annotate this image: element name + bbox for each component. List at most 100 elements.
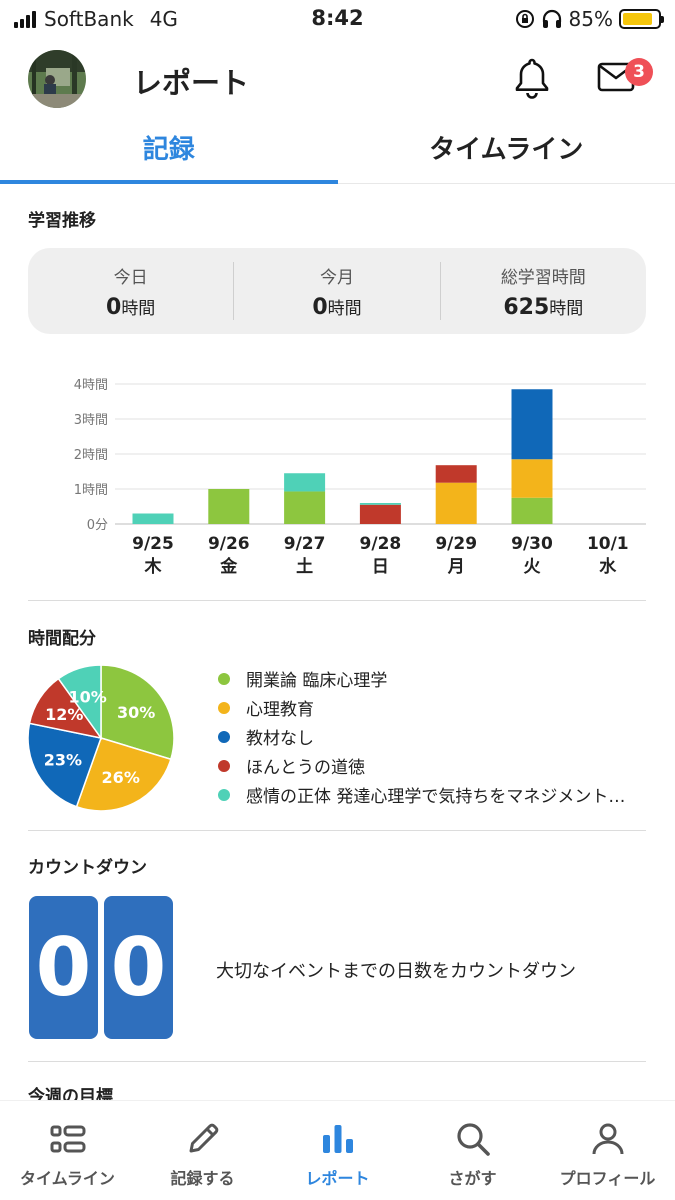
bar-segment (435, 465, 477, 483)
battery-percent: 85% (568, 7, 613, 31)
bar-segment (511, 497, 553, 524)
bar-segment (359, 504, 401, 524)
study-bar-chart: 0分 1時間 2時間 3時間 4時間 9/25木 9/26金 9/27土 9/28 日 9/29 月 9… (74, 378, 646, 577)
summary-value: 625 (503, 294, 550, 320)
weekday-label: 土 (296, 556, 313, 577)
study-summary-card: 今日 0時間 今月 0時間 総学習時間 625時間 (28, 248, 646, 334)
avatar[interactable] (28, 50, 86, 108)
status-bar: SoftBank 4G 8:42 85% (0, 0, 675, 38)
weekday-label: 日 (372, 557, 389, 577)
nav-label: 記録する (170, 1169, 235, 1188)
orientation-lock-icon (515, 10, 534, 28)
x-tick-label: 10/1 (587, 534, 629, 554)
bar-segment (208, 489, 250, 524)
divider (28, 600, 646, 601)
nav-record[interactable]: 記録する (135, 1101, 270, 1200)
network-label: 4G (149, 7, 178, 31)
tab-timeline[interactable]: タイムライン (429, 135, 584, 165)
countdown-description[interactable]: 大切なイベントまでの日数をカウントダウン (216, 961, 576, 982)
summary-value: 0 (106, 294, 122, 320)
summary-label: 総学習時間 (500, 267, 586, 288)
weekday-label: 水 (599, 556, 617, 577)
summary-total: 総学習時間 625時間 (441, 263, 646, 320)
battery-level (623, 13, 652, 25)
legend-item: ほんとうの道徳 (218, 751, 658, 780)
bar-segment (284, 473, 326, 492)
x-tick-label: 9/29 (435, 534, 477, 554)
pie-slice-label: 10% (68, 687, 106, 706)
pie-slice-label: 30% (117, 703, 155, 722)
x-tick-label: 9/28 (360, 534, 402, 554)
x-tick-label: 9/25 (132, 534, 174, 554)
legend-item: 感情の正体 発達心理学で気持ちをマネジメント… (218, 780, 658, 809)
summary-label: 今日 (113, 267, 148, 288)
bottom-navigation: タイムライン 記録する レポート さがす プロフィール (0, 1100, 675, 1200)
y-tick-label: 0分 (87, 518, 108, 533)
carrier-label: SoftBank (44, 7, 134, 31)
pie-slice (100, 664, 175, 761)
weekday-label: 火 (524, 557, 542, 577)
search-icon (456, 1123, 490, 1156)
x-tick-label: 9/30 (511, 534, 553, 554)
bar-segment (132, 513, 174, 524)
summary-today: 今日 0時間 (28, 263, 233, 320)
summary-unit: 時間 (549, 298, 584, 319)
status-left: SoftBank 4G (14, 7, 178, 31)
bar-segment (359, 503, 401, 505)
timeline-icon (50, 1125, 85, 1153)
nav-timeline[interactable]: タイムライン (0, 1101, 135, 1200)
legend-item: 開業論 臨床心理学 (218, 664, 658, 693)
nav-label: レポート (305, 1169, 370, 1188)
summary-value-wrap: 0時間 (234, 294, 439, 320)
legend-label: 感情の正体 発達心理学で気持ちをマネジメント… (246, 787, 626, 807)
legend-dot (218, 701, 230, 714)
battery-icon (619, 9, 664, 29)
pie-slice (75, 737, 172, 812)
pie-legend: 開業論 臨床心理学 心理教育 教材なし ほんとうの道徳 感情の正体 発達心理学で気持ちを… (218, 664, 658, 809)
legend-item: 心理教育 (218, 693, 658, 722)
x-tick-label: 9/26 (208, 534, 250, 554)
legend-dot (218, 759, 230, 772)
bell-icon[interactable] (512, 56, 552, 100)
pie-slice-label: 26% (102, 768, 140, 787)
pie-slice-label: 12% (45, 705, 83, 724)
nav-label: プロフィール (559, 1169, 656, 1188)
bar-segment (511, 389, 553, 460)
weekday-label: 金 (219, 556, 238, 577)
nav-profile[interactable]: プロフィール (540, 1101, 675, 1200)
summary-value-wrap: 625時間 (441, 294, 646, 320)
pencil-icon (189, 1123, 218, 1153)
summary-value: 0 (312, 294, 328, 320)
summary-unit: 時間 (121, 298, 156, 319)
person-icon (592, 1123, 623, 1155)
summary-divider (439, 262, 441, 320)
bar-chart-icon (322, 1125, 353, 1153)
summary-divider (233, 262, 235, 320)
summary-label: 今月 (319, 267, 354, 288)
countdown-section-title: カウントダウン (28, 858, 147, 878)
countdown-digit[interactable]: 0 (104, 896, 173, 1039)
bar-segment (435, 482, 477, 524)
app-header: レポート 3 (0, 38, 675, 122)
y-tick-label: 2時間 (74, 448, 108, 463)
y-tick-label: 1時間 (74, 483, 108, 498)
weekday-label: 月 (447, 557, 465, 577)
nav-search[interactable]: さがす (405, 1101, 540, 1200)
countdown-digit[interactable]: 0 (29, 896, 98, 1039)
pie-slice (27, 722, 102, 808)
weekday-label: 木 (144, 556, 163, 577)
y-tick-label: 4時間 (74, 378, 108, 393)
status-right: 85% (515, 7, 664, 31)
divider (28, 1061, 646, 1062)
summary-value-wrap: 0時間 (28, 294, 233, 320)
headphones-icon (542, 9, 561, 28)
nav-report[interactable]: レポート (270, 1101, 405, 1200)
divider (28, 830, 646, 831)
clock: 8:42 (311, 6, 364, 30)
pie-slice-label: 23% (44, 751, 82, 770)
mail-badge: 3 (625, 58, 653, 86)
legend-dot (218, 788, 230, 801)
pie-slice (57, 664, 102, 741)
nav-label: さがす (448, 1169, 497, 1188)
tab-record[interactable]: 記録 (0, 122, 338, 184)
